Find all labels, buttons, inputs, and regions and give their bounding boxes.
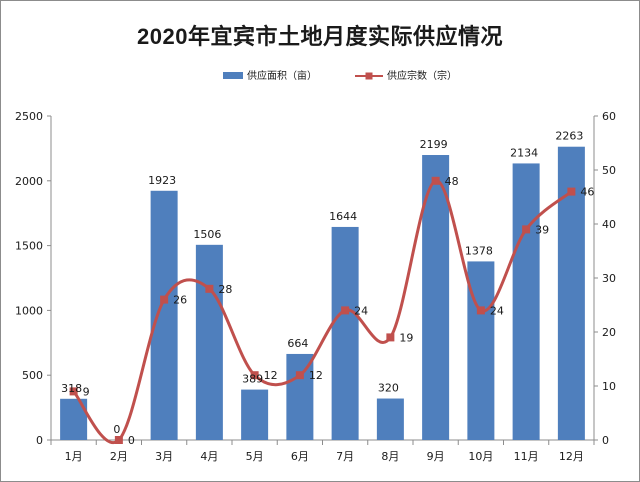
x-tick-label: 11月 — [514, 450, 539, 463]
line-point — [476, 306, 485, 315]
line-data-label: 0 — [128, 434, 135, 447]
bar — [331, 226, 359, 440]
line-data-label: 12 — [264, 369, 278, 382]
y-right-tick-label: 50 — [602, 164, 616, 177]
line-data-label: 26 — [173, 294, 187, 307]
line-data-label: 19 — [399, 331, 413, 344]
bar — [286, 353, 314, 440]
y-right-tick-label: 30 — [602, 272, 616, 285]
x-tick-label: 3月 — [155, 450, 173, 463]
line-point — [69, 387, 78, 396]
bar-data-label: 389 — [242, 373, 263, 386]
line-point — [522, 225, 531, 234]
legend-line-marker — [365, 72, 373, 80]
line-point — [295, 371, 304, 380]
line-point — [386, 333, 395, 342]
line-data-label: 39 — [535, 223, 549, 236]
bar-data-label: 318 — [61, 382, 82, 395]
y-right-tick-label: 60 — [602, 110, 616, 123]
legend-bar-label: 供应面积（亩） — [247, 69, 317, 82]
x-tick-label: 10月 — [468, 450, 493, 463]
y-left-tick-label: 500 — [22, 369, 43, 382]
line-data-label: 48 — [445, 175, 459, 188]
bar — [512, 163, 540, 440]
bar — [195, 244, 223, 440]
x-tick-label: 9月 — [427, 450, 445, 463]
y-left-tick-label: 0 — [36, 434, 43, 447]
x-tick-label: 12月 — [559, 450, 584, 463]
bar-data-label: 2199 — [420, 138, 448, 151]
x-tick-label: 8月 — [381, 450, 399, 463]
bar-data-label: 1923 — [148, 174, 176, 187]
bar-data-label: 1506 — [193, 228, 221, 241]
bar-data-label: 2263 — [555, 130, 583, 143]
line-point — [250, 371, 259, 380]
line-point — [160, 295, 169, 304]
bar-data-label: 320 — [378, 382, 399, 395]
y-left-tick-label: 2500 — [15, 110, 43, 123]
line-data-label: 46 — [580, 186, 594, 199]
legend-line-label: 供应宗数（宗） — [387, 69, 457, 82]
chart-title: 2020年宜宾市土地月度实际供应情况 — [137, 24, 503, 49]
line-data-label: 24 — [354, 304, 368, 317]
line-data-label: 24 — [490, 304, 504, 317]
x-tick-label: 4月 — [200, 450, 218, 463]
y-left-tick-label: 2000 — [15, 175, 43, 188]
y-right-tick-label: 40 — [602, 218, 616, 231]
y-right-tick-label: 20 — [602, 326, 616, 339]
bar — [422, 155, 450, 441]
bar — [376, 398, 404, 440]
y-right-tick-label: 10 — [602, 380, 616, 393]
line-data-label: 12 — [309, 369, 323, 382]
bar-data-label: 2134 — [510, 146, 538, 159]
bar — [241, 389, 269, 440]
line-point — [431, 176, 440, 185]
line-point — [567, 187, 576, 196]
x-tick-label: 1月 — [65, 450, 83, 463]
bar-data-label: 1378 — [465, 244, 493, 257]
y-left-tick-label: 1000 — [15, 304, 43, 317]
line-point — [341, 306, 350, 315]
legend-bar-swatch — [223, 72, 243, 79]
bar-data-label: 1644 — [329, 210, 357, 223]
line-data-label: 28 — [218, 283, 232, 296]
y-left-tick-label: 1500 — [15, 240, 43, 253]
bar-data-label: 0 — [113, 423, 120, 436]
line-point — [114, 436, 123, 444]
x-tick-label: 6月 — [291, 450, 309, 463]
bar-data-label: 664 — [287, 337, 308, 350]
line-point — [205, 284, 214, 293]
x-tick-label: 2月 — [110, 450, 128, 463]
bar — [150, 190, 178, 440]
x-tick-label: 5月 — [246, 450, 264, 463]
line-data-label: 9 — [83, 385, 90, 398]
y-right-tick-label: 0 — [602, 434, 609, 447]
x-tick-label: 7月 — [336, 450, 354, 463]
